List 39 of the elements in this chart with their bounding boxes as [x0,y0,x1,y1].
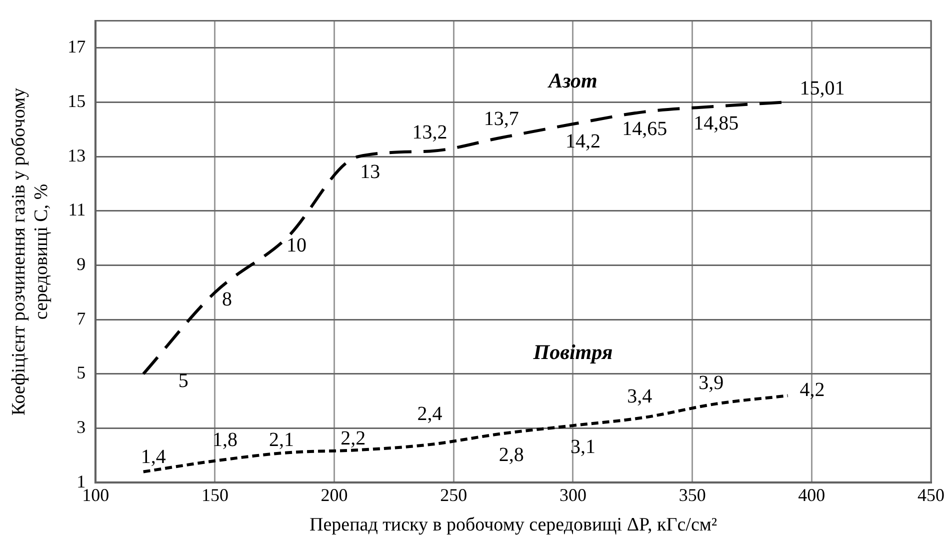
x-tick-label: 300 [559,485,586,506]
data-label: 10 [286,234,307,256]
data-label: 15,01 [800,77,845,100]
data-label: 2,4 [417,402,442,425]
data-label: 3,4 [627,386,652,408]
y-tick-label: 15 [68,91,86,112]
y-tick-label: 9 [76,254,86,274]
x-tick-label: 150 [201,485,228,506]
data-label: 3,1 [570,436,596,458]
data-label: 1,8 [212,429,238,452]
data-label: 14,85 [694,112,739,135]
x-axis-title: Перепад тиску в робочому середовищі ΔP, кГс/см² [310,514,718,536]
data-label: 5 [178,370,188,392]
data-label: 4,2 [800,378,825,401]
data-label: 3,9 [698,372,724,394]
y-tick-label: 17 [68,36,86,57]
data-label: 13,7 [484,108,519,130]
data-label: 13 [360,160,380,183]
y-tick-label: 11 [68,200,86,220]
y-tick-label: 3 [76,417,86,438]
y-tick-label: 13 [68,145,86,166]
data-label: 1,4 [140,446,166,468]
data-label: 13,2 [412,121,448,144]
data-label: 2,2 [340,427,366,450]
x-tick-label: 400 [798,485,826,506]
text: Повітря [532,340,613,364]
x-tick-label: 350 [678,485,706,506]
data-label: 14,65 [622,118,668,140]
y-axis-title: Коефіцієнт розчинення газів у робочому середовищі C, % [8,87,52,416]
y-tick-label: 5 [76,362,86,383]
x-tick-label: 200 [320,485,348,506]
data-label: 14,2 [565,130,600,152]
y-tick-label: 7 [76,308,86,328]
x-tick-label: 450 [918,485,944,506]
data-label: 2,1 [269,428,294,451]
x-tick-label: 250 [440,485,468,506]
data-label: 8 [222,288,232,311]
data-label: 2,8 [498,444,524,466]
series-label: Азот [546,68,598,92]
